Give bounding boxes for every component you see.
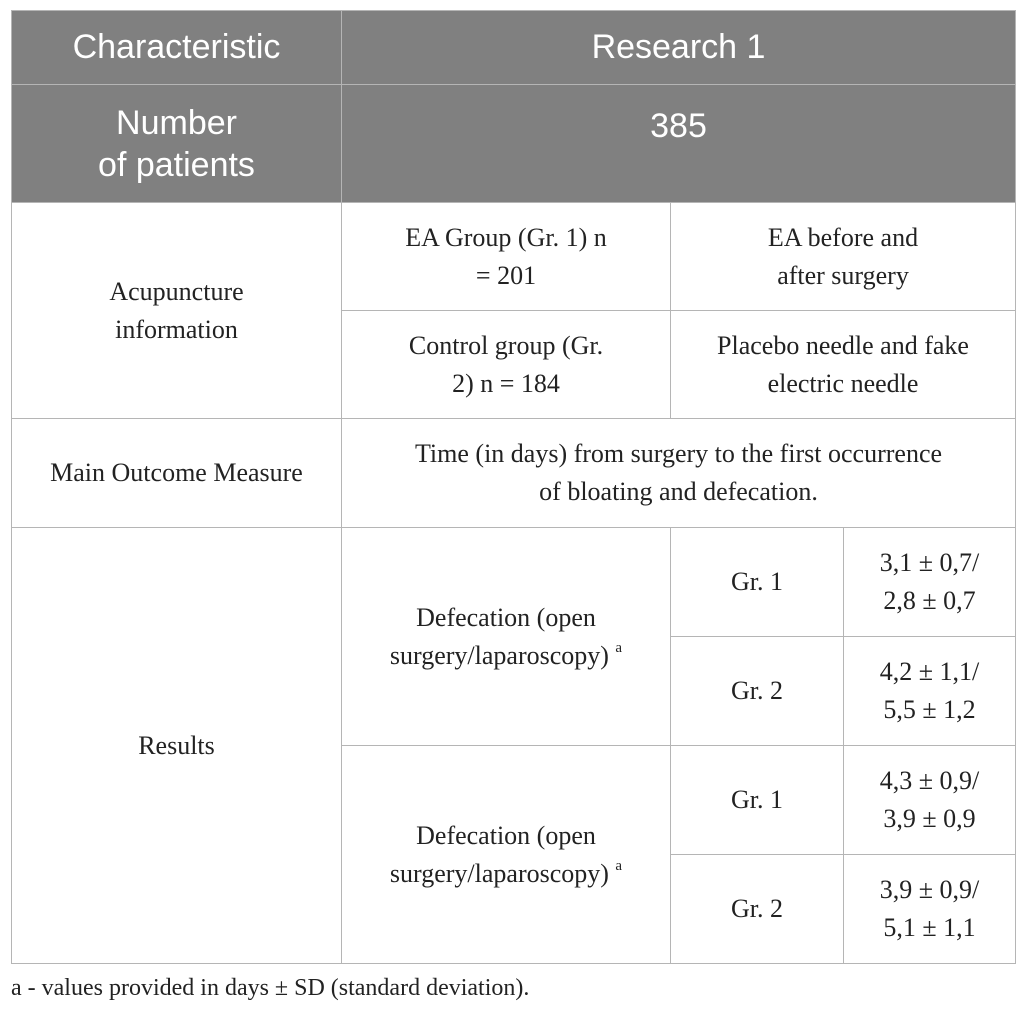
header-row: Characteristic Research 1: [11, 10, 1016, 85]
value-line2: 5,5 ± 1,2: [883, 695, 976, 724]
measure-2-line2: surgery/laparoscopy) a: [356, 855, 656, 893]
outcome-row: Main Outcome Measure Time (in days) from…: [11, 418, 1016, 528]
group-cell: Gr. 2: [670, 636, 844, 746]
value-line2: 3,9 ± 0,9: [883, 804, 976, 833]
value-line1: 4,3 ± 0,9/: [879, 766, 980, 795]
group1-line1: EA Group (Gr. 1) n: [405, 222, 607, 252]
group2-desc-cell: Placebo needle and fake electric needle: [670, 310, 1016, 419]
group2-desc-line1: Placebo needle and fake: [717, 330, 969, 360]
results-row-4: Gr. 2 3,9 ± 0,9/ 5,1 ± 1,1: [12, 854, 1016, 964]
patients-label-line2: of patients: [98, 145, 255, 184]
value-cell: 4,3 ± 0,9/ 3,9 ± 0,9: [843, 745, 1016, 855]
measure-2-text: surgery/laparoscopy): [389, 858, 609, 888]
patients-value: 385: [341, 84, 1016, 203]
acupuncture-label-line2: information: [115, 314, 238, 344]
footnote-mark: a: [615, 857, 623, 874]
results-row-2: Gr. 2 4,2 ± 1,1/ 5,5 ± 1,2: [12, 636, 1016, 746]
group-cell: Gr. 1: [670, 745, 844, 855]
group2-cell: Control group (Gr. 2) n = 184: [341, 310, 671, 419]
header-research: Research 1: [341, 10, 1016, 85]
value-line2: 5,1 ± 1,1: [883, 913, 976, 942]
outcome-label: Main Outcome Measure: [11, 418, 342, 528]
group1-desc-line2: after surgery: [777, 260, 909, 290]
value-cell: 3,9 ± 0,9/ 5,1 ± 1,1: [843, 854, 1016, 964]
results-row-1: Results Defecation (open surgery/laparos…: [11, 527, 1016, 964]
value-line2: 2,8 ± 0,7: [883, 586, 976, 615]
patients-row: Number of patients 385: [11, 84, 1016, 203]
outcome-value-line1: Time (in days) from surgery to the first…: [414, 439, 943, 468]
outcome-value-line2: of bloating and defecation.: [539, 477, 818, 506]
group2-desc-line2: electric needle: [767, 368, 919, 398]
results-label: Results: [11, 527, 342, 964]
group1-desc-cell: EA before and after surgery: [670, 202, 1016, 311]
value-line1: 4,2 ± 1,1/: [879, 657, 980, 686]
measure-cell-2: Defecation (open surgery/laparoscopy) a: [341, 745, 671, 964]
measure-1-line1: Defecation (open: [416, 602, 596, 632]
group2-line1: Control group (Gr.: [408, 330, 604, 360]
measure-1-line2: surgery/laparoscopy) a: [356, 637, 656, 675]
acupuncture-label: Acupuncture information: [11, 202, 342, 419]
patients-label-line1: Number: [116, 103, 237, 142]
group-cell: Gr. 1: [670, 527, 844, 637]
footnote-mark: a: [615, 639, 623, 656]
measure-2-line1: Defecation (open: [416, 820, 596, 850]
group1-line2: = 201: [475, 260, 537, 290]
patients-label: Number of patients: [11, 84, 342, 203]
table-footnote: a - values provided in days ± SD (standa…: [11, 975, 530, 1001]
measure-cell-1: Defecation (open surgery/laparoscopy) a: [341, 527, 671, 746]
header-characteristic: Characteristic: [11, 10, 342, 85]
acupuncture-label-line1: Acupuncture: [109, 276, 244, 306]
group1-cell: EA Group (Gr. 1) n = 201: [341, 202, 671, 311]
value-line1: 3,9 ± 0,9/: [879, 875, 980, 904]
acupuncture-row-1: Acupuncture information EA Group (Gr. 1)…: [11, 202, 1016, 419]
characteristics-table: Characteristic Research 1 Number of pati…: [11, 10, 1016, 964]
value-line1: 3,1 ± 0,7/: [879, 548, 980, 577]
group2-line2: 2) n = 184: [452, 368, 560, 398]
value-cell: 4,2 ± 1,1/ 5,5 ± 1,2: [843, 636, 1016, 746]
group1-desc-line1: EA before and: [767, 222, 919, 252]
group-cell: Gr. 2: [670, 854, 844, 964]
value-cell: 3,1 ± 0,7/ 2,8 ± 0,7: [843, 527, 1016, 637]
measure-1-text: surgery/laparoscopy): [389, 640, 609, 670]
outcome-value: Time (in days) from surgery to the first…: [341, 418, 1016, 528]
